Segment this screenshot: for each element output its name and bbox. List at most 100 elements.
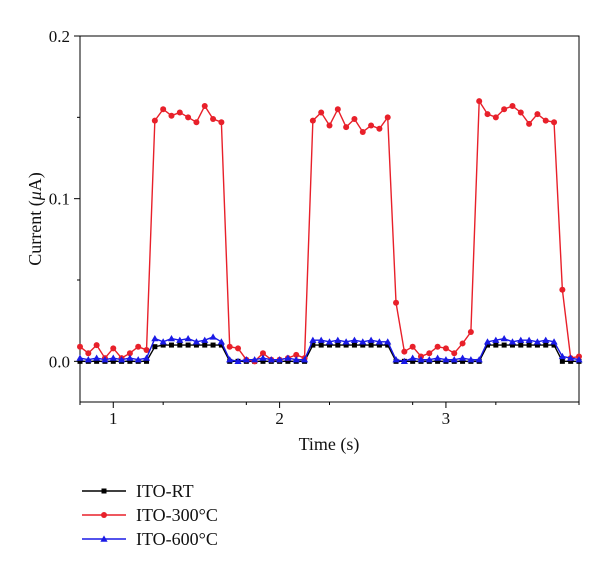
data-point xyxy=(551,119,558,126)
data-point xyxy=(310,342,316,348)
data-point xyxy=(209,333,217,340)
data-point xyxy=(475,356,483,363)
data-point xyxy=(400,357,408,365)
data-point xyxy=(559,286,566,293)
data-point xyxy=(492,336,500,343)
data-point xyxy=(327,342,332,348)
data-point xyxy=(285,358,291,364)
data-point xyxy=(151,334,159,342)
data-point xyxy=(410,358,416,364)
data-point xyxy=(351,342,357,348)
data-point xyxy=(260,358,266,364)
data-point xyxy=(151,117,158,124)
y-tick-label: 0.2 xyxy=(49,27,70,46)
data-point xyxy=(168,112,175,119)
axis-ticks: 1 2 3 0.0 0.1 0.2 xyxy=(49,27,580,428)
data-point xyxy=(259,350,266,357)
y-axis-title-symbol: μ xyxy=(25,191,45,201)
data-point xyxy=(343,342,349,348)
data-point xyxy=(342,338,350,345)
data-point xyxy=(335,342,341,348)
data-point xyxy=(526,120,533,127)
data-point xyxy=(160,106,167,113)
data-point xyxy=(293,351,300,358)
data-point xyxy=(450,356,458,363)
data-point xyxy=(459,340,466,347)
data-point xyxy=(368,342,374,348)
data-point xyxy=(384,338,392,345)
data-point xyxy=(144,358,150,364)
legend-item: ITO-600°C xyxy=(82,529,218,549)
data-point xyxy=(376,342,382,348)
data-point xyxy=(94,358,100,364)
legend-label: ITO-300°C xyxy=(136,505,218,525)
legend-swatch-marker xyxy=(101,512,107,518)
data-point xyxy=(434,343,441,350)
data-point xyxy=(77,343,83,350)
data-point xyxy=(184,334,192,342)
data-point xyxy=(434,354,442,361)
data-point xyxy=(518,342,524,348)
data-point xyxy=(117,356,126,363)
data-point xyxy=(284,354,292,361)
data-point xyxy=(575,356,583,363)
data-point xyxy=(267,356,275,363)
data-point xyxy=(325,338,334,345)
data-point xyxy=(517,336,525,343)
series-3 xyxy=(76,333,583,365)
data-point xyxy=(318,342,324,348)
data-point xyxy=(534,342,540,348)
data-point xyxy=(168,342,174,348)
data-point xyxy=(317,336,325,343)
data-point xyxy=(84,356,92,363)
data-point xyxy=(501,106,508,113)
data-point xyxy=(567,354,575,361)
data-point xyxy=(210,342,216,348)
data-point xyxy=(425,356,433,363)
data-point xyxy=(276,356,284,363)
y-axis-title: Current (μA) xyxy=(25,172,46,266)
data-point xyxy=(134,356,142,363)
data-point xyxy=(76,354,84,361)
data-point xyxy=(509,102,516,109)
x-axis-title: Time (s) xyxy=(299,434,360,455)
data-point xyxy=(442,345,449,352)
data-point xyxy=(126,350,133,357)
data-point xyxy=(193,342,199,348)
plot-area: 1 2 3 0.0 0.1 0.2 xyxy=(49,27,583,428)
data-point xyxy=(458,354,467,361)
data-point xyxy=(501,342,507,348)
series-2 xyxy=(77,98,582,365)
data-point xyxy=(77,358,83,364)
data-point xyxy=(318,109,325,116)
data-point xyxy=(234,357,242,365)
data-point xyxy=(401,348,408,355)
y-tick-label: 0.1 xyxy=(49,190,70,209)
data-point xyxy=(442,356,450,363)
data-point xyxy=(542,117,549,124)
data-point xyxy=(110,345,117,352)
x-tick-label: 1 xyxy=(109,409,118,428)
legend-item: ITO-RT xyxy=(82,481,194,501)
data-point xyxy=(292,356,300,363)
data-point xyxy=(533,338,542,345)
data-point xyxy=(368,122,375,129)
data-point xyxy=(176,109,183,116)
data-point xyxy=(460,358,466,364)
data-point xyxy=(359,338,367,345)
data-point xyxy=(417,356,425,363)
data-point xyxy=(334,106,341,113)
data-point xyxy=(110,358,116,364)
data-point xyxy=(367,336,375,343)
data-point xyxy=(185,114,192,121)
data-point xyxy=(176,336,184,343)
data-point xyxy=(226,343,233,350)
data-point xyxy=(485,342,491,348)
legend-item: ITO-300°C xyxy=(82,505,218,525)
data-point xyxy=(375,338,383,345)
legend-swatch-marker xyxy=(100,535,108,542)
data-point xyxy=(309,117,316,124)
y-axis-title-suffix: A) xyxy=(25,172,46,191)
data-point xyxy=(435,358,441,364)
data-point xyxy=(109,354,117,361)
